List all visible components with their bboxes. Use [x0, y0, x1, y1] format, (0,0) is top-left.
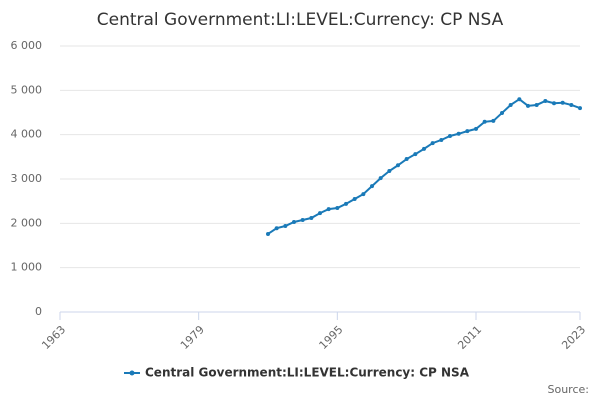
data-point: [500, 110, 504, 115]
x-tick-label: 1963: [39, 323, 68, 352]
data-point: [387, 169, 392, 174]
data-point: [552, 101, 556, 106]
data-point: [534, 102, 539, 107]
data-point: [361, 192, 366, 197]
y-tick-label: 1 000: [11, 261, 43, 274]
data-point: [543, 98, 548, 103]
y-tick-label: 0: [35, 305, 42, 318]
data-point: [448, 133, 452, 138]
data-point: [491, 118, 496, 123]
y-tick-label: 5 000: [11, 83, 43, 96]
x-tick-label: 2011: [455, 323, 484, 352]
data-point: [404, 157, 409, 162]
data-point: [318, 211, 322, 216]
data-point: [560, 100, 565, 105]
data-point: [569, 102, 574, 107]
data-point: [578, 106, 582, 111]
data-point: [526, 103, 530, 108]
data-point: [517, 97, 522, 102]
data-point: [344, 201, 348, 206]
data-point: [274, 226, 279, 231]
data-point: [413, 152, 418, 157]
data-point: [292, 220, 296, 225]
data-point: [439, 137, 444, 142]
y-tick-label: 2 000: [11, 216, 43, 229]
data-point: [396, 163, 400, 168]
y-tick-label: 6 000: [11, 39, 43, 52]
data-point: [456, 131, 461, 136]
data-point: [326, 207, 331, 212]
legend-label: Central Government:LI:LEVEL:Currency: CP…: [145, 366, 470, 380]
x-tick-label: 1979: [178, 323, 207, 352]
data-point: [300, 218, 305, 223]
chart-title: Central Government:LI:LEVEL:Currency: CP…: [97, 10, 504, 30]
data-point: [266, 231, 270, 236]
data-point: [378, 176, 383, 181]
x-tick-label: 1995: [317, 323, 346, 352]
y-tick-label: 3 000: [11, 172, 43, 185]
data-point: [370, 184, 374, 189]
data-point: [482, 119, 487, 124]
x-tick-label: 2023: [559, 323, 588, 352]
data-point: [474, 126, 478, 131]
source-label: Source:: [548, 383, 590, 396]
series-line: [267, 97, 581, 235]
data-point: [508, 102, 513, 107]
data-point: [335, 206, 340, 211]
data-point: [309, 216, 314, 221]
y-tick-label: 4 000: [11, 128, 43, 141]
data-point: [465, 129, 470, 134]
data-point: [352, 196, 357, 201]
data-point: [430, 141, 435, 146]
data-point: [283, 223, 288, 228]
data-point: [422, 146, 426, 151]
legend-marker: [129, 370, 135, 376]
